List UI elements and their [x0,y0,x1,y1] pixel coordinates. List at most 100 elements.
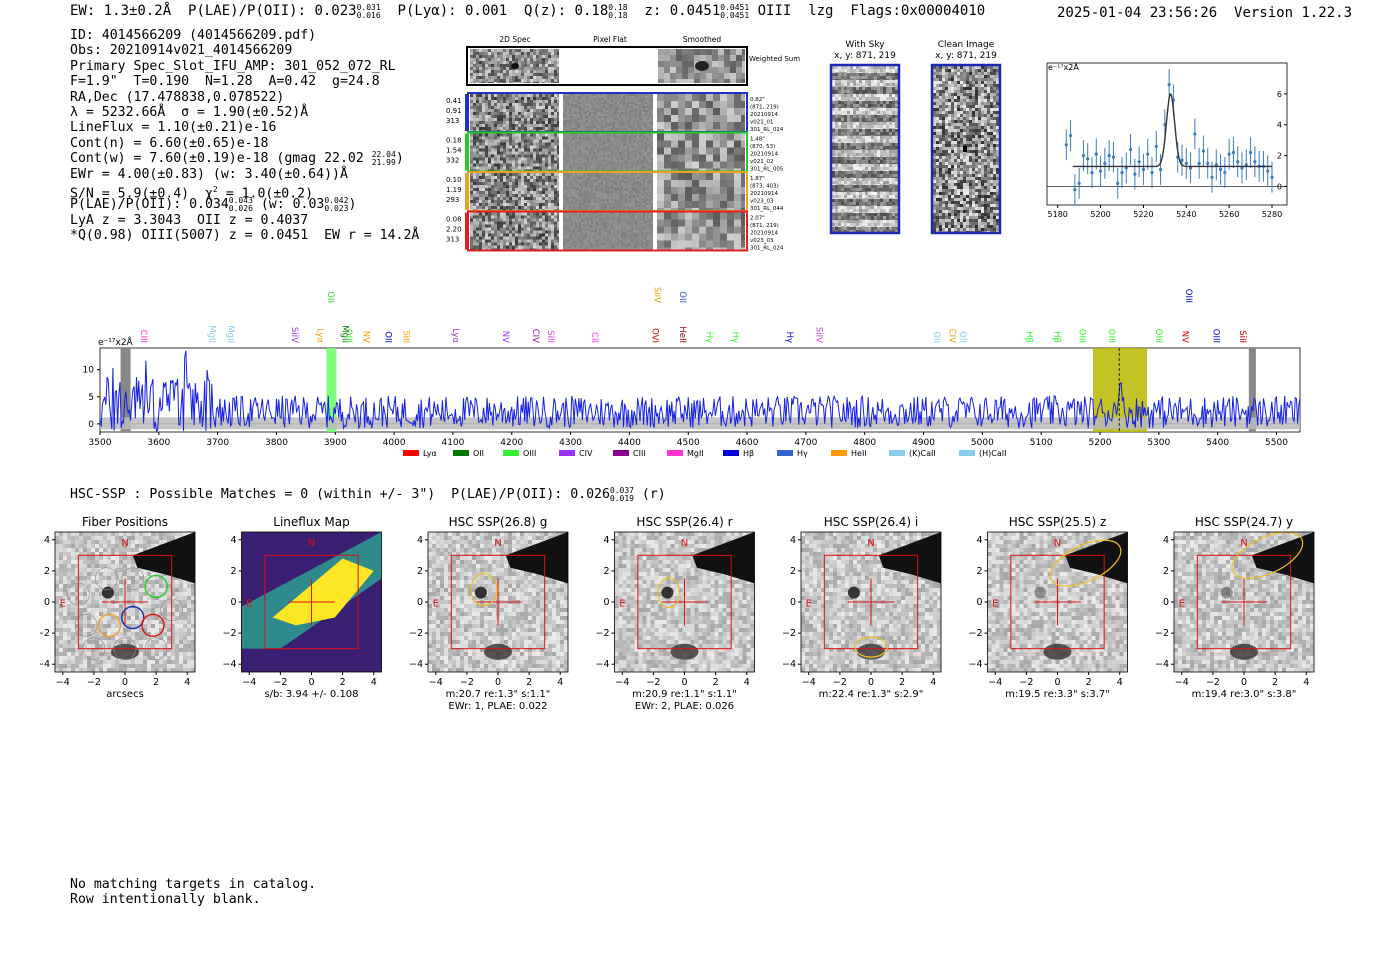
header-plae: P(LAE)/P(OII): 0.023 [188,3,357,19]
line-marker-label: CIV [946,329,956,343]
info-contn: Cont(n) = 6.60(±0.65)e-18 [70,135,269,151]
hsc-panel: Fiber Positions N E −4 −4 −2 −2 0 0 2 2 4 4 arcsecs [40,515,196,700]
panel-xtick-label: 2 [1086,677,1092,688]
panel-ytick-label: 2 [603,566,609,577]
spectrum-xtick-label: 4000 [383,438,406,448]
panel-xtick-label: 4 [184,677,190,688]
legend-label: HeII [851,449,867,458]
panel-xtick-label: 4 [1117,677,1123,688]
info-lya: LyA z = 3.3043 OII z = 0.4037 [70,212,309,228]
panel-ytick-label: 4 [976,535,982,546]
cutout-row: 0.10 1.19 293 1.87" (873, 403)20210914 v023_0… [446,171,784,212]
hsc-panel-title: Lineflux Map [273,515,349,529]
line-marker-label: OIII [1183,289,1193,303]
zoom-point [1244,163,1248,167]
header-z-hi: 0.0451 [720,3,750,12]
legend-swatch [889,450,905,456]
panel-xtick-label: 4 [744,677,750,688]
panel-xtick-label: −2 [460,677,474,688]
line-marker-label: OII [325,291,335,303]
spectrum-xtick-label: 4500 [677,438,700,448]
spectrum-xtick-label: 4700 [794,438,817,448]
panel-xtick-label: −4 [615,677,629,688]
zoom-xtick-label: 5240 [1176,210,1196,219]
line-marker-label: OIII [343,329,353,343]
line-marker-label: OIII [1076,329,1086,343]
spectrum-ytick-label: 0 [88,420,94,430]
header-q: Q(z): 0.18 [523,3,609,19]
line-marker-label: OIII [1211,329,1221,343]
panel-ytick-label: 0 [1163,597,1169,608]
spectrum-xtick-label: 4800 [853,438,876,448]
zoom-point [1167,83,1171,87]
zoom-point [1090,170,1094,175]
cutout-right-label: v023_03 [750,238,774,244]
hsc-panel: HSC SSP(26.4) i N E −4 −4 −2 −2 0 0 2 2 4 4 m:22.4 re… [782,515,942,700]
line-marker-label: MgII [339,325,349,343]
target-source [101,586,114,599]
zoom-ytick-label: 0 [1277,182,1282,191]
zoom-axes: 5180 5200 5220 5240 5260 5280 0 2 4 6 [1046,62,1288,219]
panel-xtick-label: −4 [1175,677,1189,688]
header-q-lo: 0.18 [608,11,628,20]
legend-label: OII [473,449,484,458]
panel-ytick-label: 0 [790,597,796,608]
panel-xtick-label: 2 [153,677,159,688]
zoom-point [1270,175,1274,179]
fiber-circle [144,574,168,599]
cutout-left-label: 0.91 [446,107,462,115]
legend-label: Hγ [797,449,808,458]
version: Version 1.22.3 [1234,5,1353,21]
sn-end: = 1.0(±0.2) [217,186,314,202]
panel-xtick-label: 0 [122,677,128,688]
panel-ytick-label: 4 [603,535,609,546]
compass-east: E [433,599,439,610]
panel-ytick-label: −2 [1155,628,1169,639]
bright-source [132,532,195,584]
timestamp: 2025-01-04 23:56:26 [1057,5,1218,21]
line-marker-label: NV [361,331,371,343]
zoom-xtick-label: 5180 [1048,210,1068,219]
header-plya: P(Lyα): 0.001 [397,3,508,19]
catalog-ellipse [1049,539,1122,587]
panel-xtick-label: 0 [681,677,687,688]
col-header-smoothed: Smoothed [683,35,722,44]
cutout-right-label: v021_02 [750,159,774,165]
line-marker-label: Hγ [784,332,794,343]
target-source [1220,586,1233,599]
target-source [1034,586,1047,599]
panel-xtick-label: −2 [87,677,101,688]
panel-xtick-label: 4 [930,677,936,688]
spectrum-xtick-label: 5500 [1265,438,1288,448]
plae-lo: 0.026 [228,204,253,214]
with-sky-image [832,66,898,234]
galaxy-source [484,643,512,660]
zoom-point [1064,143,1068,147]
cutout-right-label: 20210914 [750,152,778,158]
zoom-point [1073,187,1077,192]
cutout-right-label: (873, 403) [750,184,779,190]
hsc-panel: HSC SSP(24.7) y N E −4 −4 −2 −2 0 0 2 2 4 4 m:19.4 re… [1155,515,1315,700]
zoom-data-points [1064,69,1274,205]
line-marker-label: HeII [677,326,687,343]
panel-xtick-label: 4 [371,677,377,688]
panel-ytick-label: −2 [222,628,236,639]
cutout-right-label: (871, 219) [750,105,779,111]
panel-xtick-label: 2 [713,677,719,688]
info-id: ID: 4014566209 (4014566209.pdf) [70,28,317,43]
hsc-title-text: HSC-SSP : Possible Matches = 0 (within +… [70,487,610,502]
spectra-cutouts: 2D Spec Pixel Flat Smoothed Weighted Sum… [446,35,800,252]
catalog-ellipse [657,577,681,609]
legend-label: CIII [633,449,646,458]
zoom-point [1223,170,1227,175]
fiber-circle [113,637,137,660]
search-box [823,554,919,650]
fiber-circle [121,605,145,630]
target-source [661,586,674,599]
legend-swatch [403,450,419,456]
zoom-point [1124,166,1128,170]
spectrum-xtick-label: 5000 [971,438,994,448]
panel-xtick-label: 0 [308,677,314,688]
clean-source [963,146,967,152]
panel-ytick-label: −2 [40,628,50,639]
